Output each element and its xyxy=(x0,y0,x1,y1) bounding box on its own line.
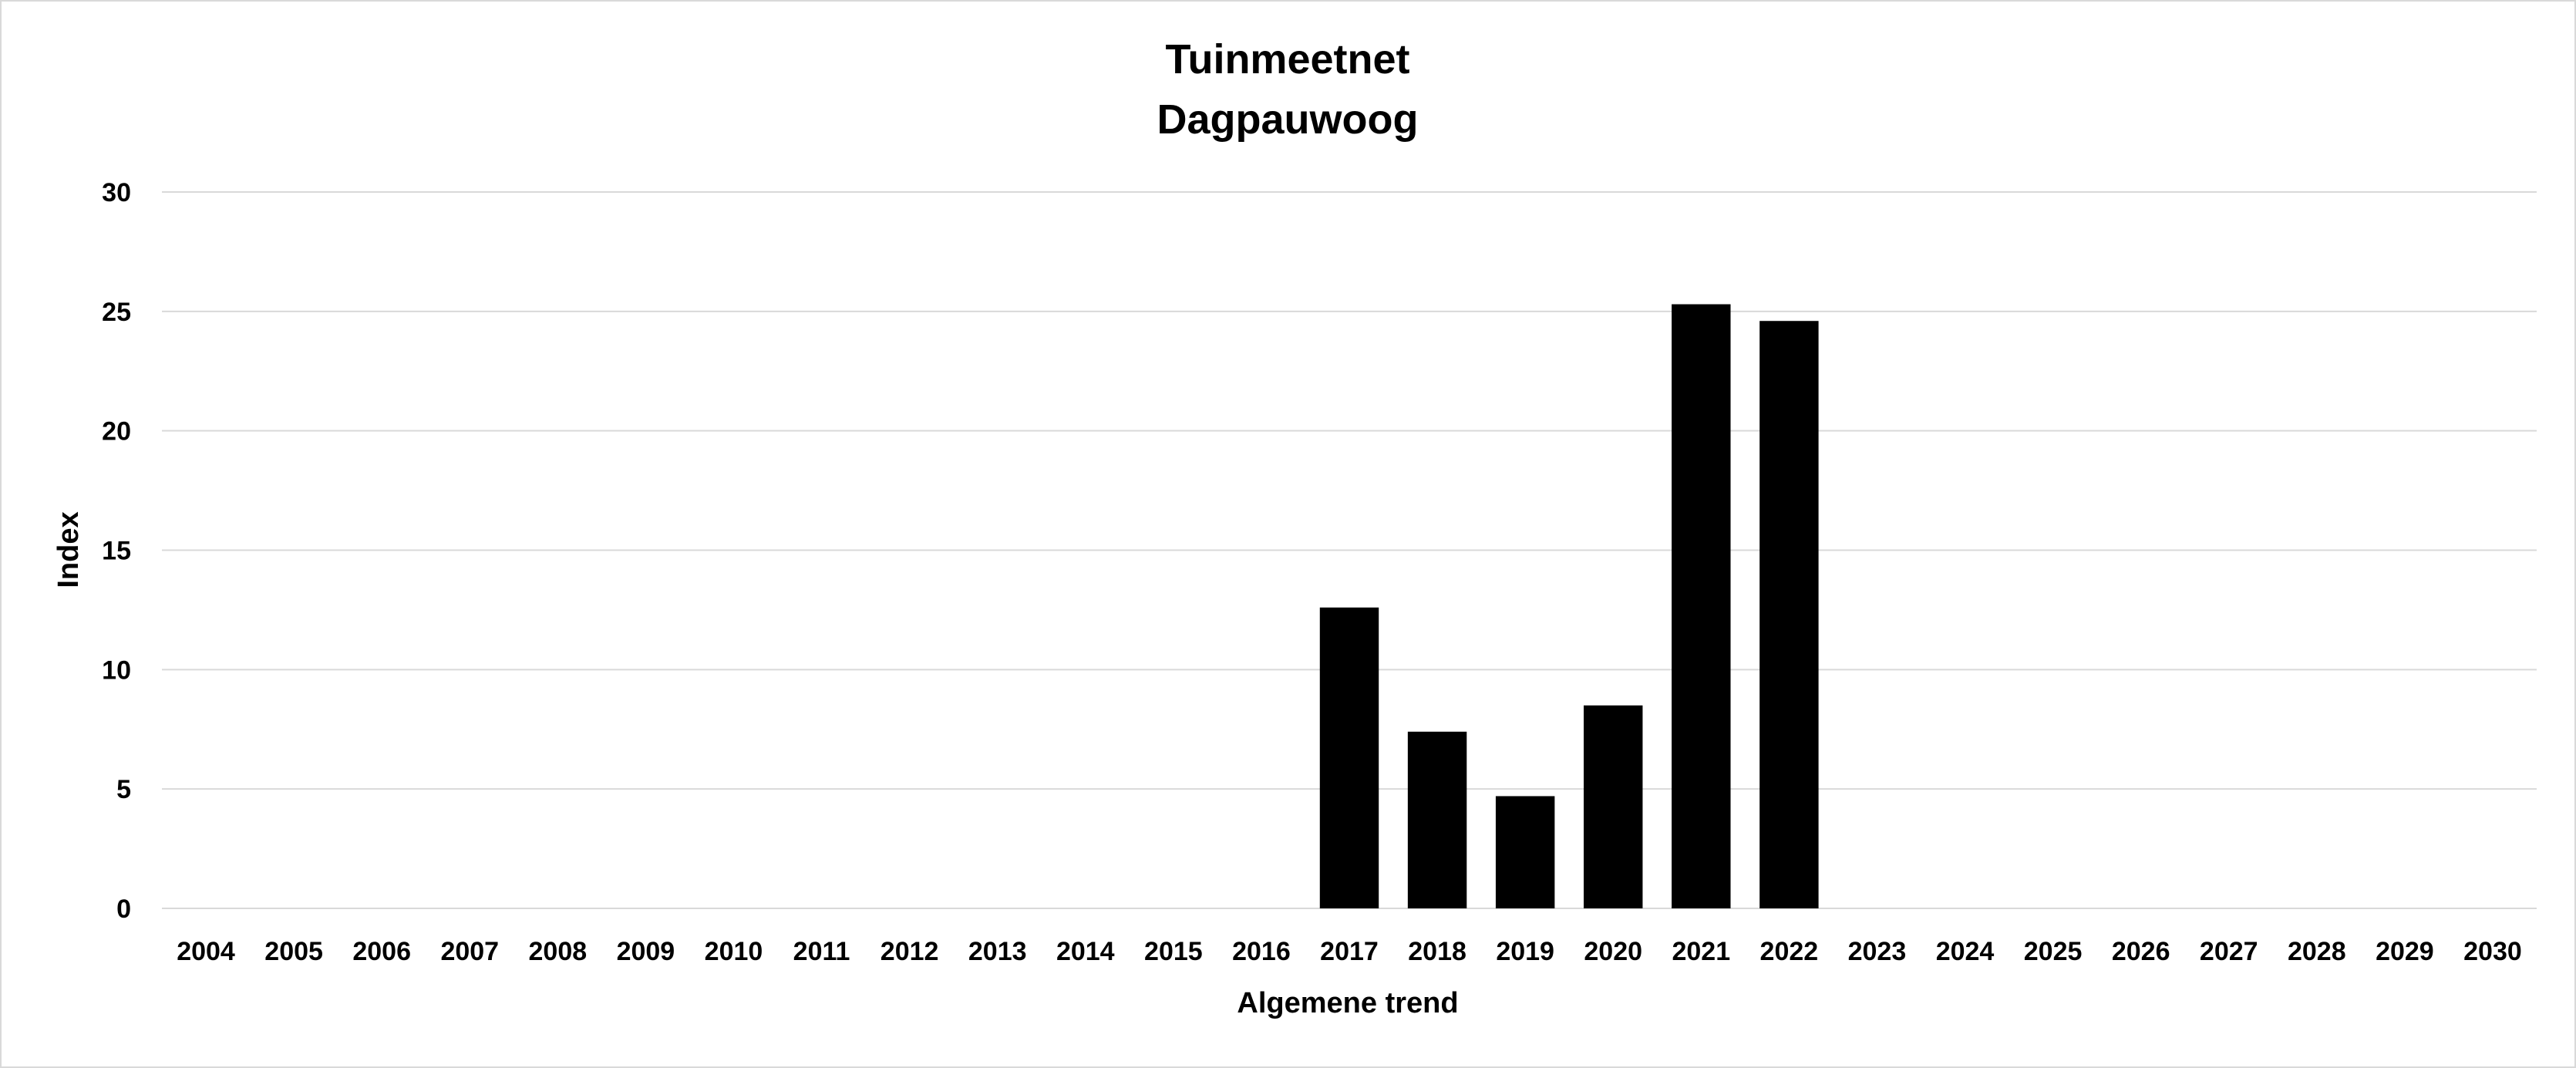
bar-2021 xyxy=(1672,304,1731,908)
y-tick-label: 15 xyxy=(102,537,131,566)
x-tick-label: 2022 xyxy=(1760,937,1819,966)
x-tick-label: 2010 xyxy=(705,937,763,966)
bar-2017 xyxy=(1319,607,1379,908)
y-tick-label: 0 xyxy=(116,894,131,924)
x-tick-label: 2029 xyxy=(2376,937,2434,966)
x-axis-ticks: 2004 2005 2006 2007 2008 2009 2010 2011 2012 2013… xyxy=(177,937,2522,966)
y-axis-ticks: 0 5 10 15 20 25 30 xyxy=(102,178,131,924)
bar-2022 xyxy=(1759,321,1819,909)
x-tick-label: 2018 xyxy=(1408,937,1466,966)
x-tick-label: 2015 xyxy=(1144,937,1203,966)
x-tick-label: 2030 xyxy=(2463,937,2522,966)
chart-subtitle: Dagpauwoog xyxy=(1157,96,1419,143)
x-tick-label: 2016 xyxy=(1232,937,1291,966)
chart-title: Tuinmeetnet xyxy=(1165,36,1409,83)
bars xyxy=(1319,304,1819,909)
bar-2020 xyxy=(1584,705,1643,908)
x-tick-label: 2017 xyxy=(1320,937,1379,966)
x-tick-label: 2013 xyxy=(968,937,1027,966)
x-tick-label: 2026 xyxy=(2112,937,2170,966)
x-tick-label: 2014 xyxy=(1056,937,1115,966)
x-tick-label: 2006 xyxy=(352,937,411,966)
x-tick-label: 2008 xyxy=(529,937,588,966)
y-tick-label: 25 xyxy=(102,298,131,327)
gridlines xyxy=(162,191,2537,909)
x-tick-label: 2023 xyxy=(1848,937,1907,966)
x-tick-label: 2005 xyxy=(264,937,323,966)
y-tick-label: 5 xyxy=(116,775,131,804)
bar-2018 xyxy=(1407,731,1467,908)
x-tick-label: 2025 xyxy=(2024,937,2083,966)
x-tick-label: 2007 xyxy=(440,937,499,966)
x-tick-label: 2020 xyxy=(1584,937,1642,966)
y-axis-label: Index xyxy=(52,511,85,588)
x-tick-label: 2024 xyxy=(1936,937,1995,966)
x-tick-label: 2009 xyxy=(617,937,675,966)
x-tick-label: 2012 xyxy=(881,937,939,966)
y-tick-label: 20 xyxy=(102,417,131,446)
x-tick-label: 2011 xyxy=(793,937,850,966)
x-tick-label: 2019 xyxy=(1496,937,1554,966)
x-tick-label: 2028 xyxy=(2288,937,2346,966)
y-tick-label: 10 xyxy=(102,655,131,685)
x-tick-label: 2004 xyxy=(177,937,235,966)
x-tick-label: 2027 xyxy=(2200,937,2258,966)
bar-2019 xyxy=(1495,796,1555,908)
x-axis-label: Algemene trend xyxy=(1237,987,1458,1019)
x-tick-label: 2021 xyxy=(1672,937,1730,966)
y-tick-label: 30 xyxy=(102,178,131,207)
